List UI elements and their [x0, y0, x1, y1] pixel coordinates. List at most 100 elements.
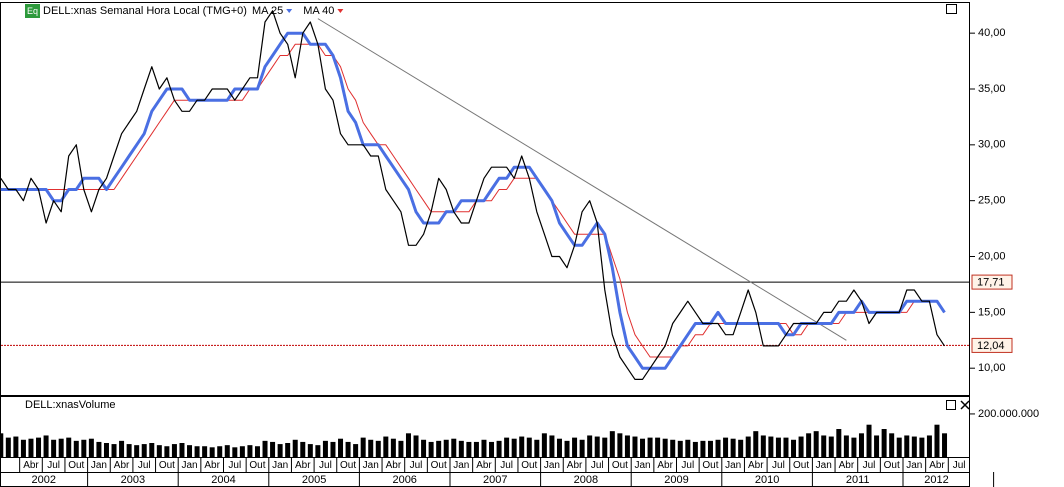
quarter-label: Jan	[906, 460, 922, 471]
volume-bar	[942, 433, 948, 457]
volume-bar	[836, 429, 842, 457]
volume-bar	[20, 439, 26, 457]
quarter-label: Jan	[363, 460, 379, 471]
year-label: 2006	[392, 474, 416, 486]
volume-bar	[640, 438, 646, 457]
volume-title: DELL:xnasVolume	[25, 399, 116, 411]
volume-bar	[375, 440, 381, 457]
volume-bar	[345, 441, 351, 457]
quarter-label: Jul	[863, 460, 876, 471]
badge: Eq	[27, 6, 38, 16]
volume-bar	[745, 436, 751, 457]
volume-tick-label: 200.000.000	[978, 408, 1039, 420]
volume-bar	[5, 437, 11, 457]
y-tick-label: 40,00	[978, 27, 1006, 39]
legend-arrow	[337, 9, 344, 13]
volume-bar	[496, 440, 502, 457]
volume-bar	[330, 441, 336, 457]
volume-bar	[519, 436, 525, 457]
volume-bar	[103, 443, 109, 457]
quarter-label: Jul	[591, 460, 604, 471]
volume-bar	[655, 437, 661, 457]
volume-bar	[881, 429, 887, 457]
volume-bar	[609, 431, 615, 457]
legend: MA 25 MA 40	[252, 5, 344, 17]
volume-bar	[292, 439, 298, 457]
year-label: 2010	[755, 474, 779, 486]
quarter-label: Abr	[748, 460, 764, 471]
volume-bar	[738, 439, 744, 457]
volume-bar	[164, 446, 170, 457]
volume-bar	[723, 437, 729, 457]
volume-bar	[73, 440, 79, 457]
volume-bar	[119, 440, 125, 457]
volume-bar	[96, 441, 102, 457]
volume-bar	[239, 446, 245, 457]
volume-bar	[209, 447, 215, 457]
volume-bar	[889, 433, 895, 457]
volume-bar	[398, 440, 404, 457]
quarter-label: Abr	[295, 460, 311, 471]
quarter-label: Jan	[816, 460, 832, 471]
year-label: 2002	[32, 474, 56, 486]
volume-bar	[458, 440, 464, 457]
volume-bar	[760, 435, 766, 457]
volume-bar	[768, 436, 774, 457]
volume-bar	[466, 441, 472, 457]
legend-entry[interactable]: MA 25	[252, 5, 283, 17]
volume-bar	[489, 441, 495, 457]
level-label: 12,04	[977, 340, 1005, 352]
volume-bar	[677, 440, 683, 457]
volume-bar	[88, 438, 94, 457]
volume-bar	[843, 435, 849, 457]
quarter-label: Out	[702, 460, 718, 471]
maximize-button[interactable]	[946, 4, 957, 14]
legend-arrow	[286, 9, 293, 13]
volume-bar	[934, 424, 940, 457]
volume-bar	[300, 441, 306, 457]
volume-bar	[194, 446, 200, 457]
volume-bar	[232, 447, 238, 457]
quarter-label: Abr	[839, 460, 855, 471]
volume-bar	[791, 439, 797, 457]
volume-bar	[572, 437, 578, 457]
volume-close-button[interactable]	[960, 400, 970, 410]
quarter-label: Jul	[47, 460, 60, 471]
year-label: 2012	[924, 474, 948, 486]
volume-bar	[383, 436, 389, 457]
volume-bar	[579, 439, 585, 457]
year-label: 2008	[574, 474, 598, 486]
volume-bar	[277, 444, 283, 457]
quarter-label: Jan	[272, 460, 288, 471]
quarter-label: Jul	[410, 460, 423, 471]
volume-bar	[171, 444, 177, 457]
volume-bar	[285, 443, 291, 457]
y-tick-label: 15,00	[978, 306, 1006, 318]
quarter-label: Jul	[681, 460, 694, 471]
volume-bar	[549, 435, 555, 457]
level-label-box	[971, 337, 1013, 353]
volume-bar	[187, 445, 193, 457]
quarter-label: Abr	[23, 460, 39, 471]
y-tick-label: 10,00	[978, 362, 1006, 374]
volume-bar	[51, 439, 57, 457]
volume-bar	[504, 437, 510, 457]
volume-bar	[421, 439, 427, 457]
volume-bar	[254, 446, 260, 457]
legend-entry[interactable]: MA 40	[303, 5, 334, 17]
volume-bar	[715, 439, 721, 457]
volume-maximize-button[interactable]	[946, 400, 956, 410]
quarter-label: Jul	[138, 460, 151, 471]
quarter-label: Out	[249, 460, 265, 471]
volume-bar	[134, 445, 140, 457]
quarter-label: Jan	[544, 460, 560, 471]
volume-bar	[13, 436, 19, 457]
volume-bar	[587, 435, 593, 457]
volume-bar	[662, 438, 668, 457]
volume-bar	[149, 443, 155, 457]
volume-bar	[28, 438, 34, 457]
volume-bar	[141, 444, 147, 457]
year-label: 2007	[483, 474, 507, 486]
volume-bar	[156, 445, 162, 457]
